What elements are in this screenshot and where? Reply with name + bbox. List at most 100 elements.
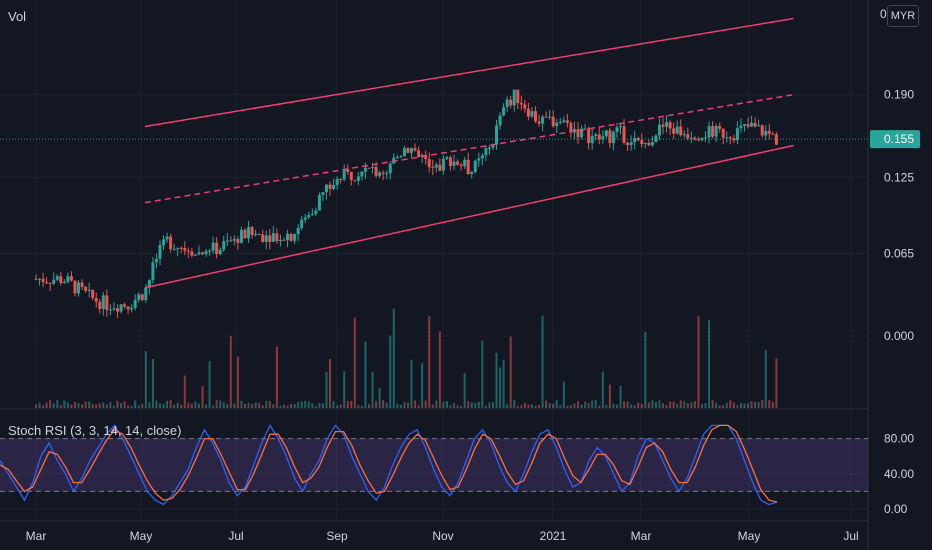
volume-bar	[651, 400, 654, 408]
candle-body	[314, 210, 318, 214]
price-tick-label: 0.125	[884, 170, 914, 184]
volume-bar	[633, 405, 636, 408]
stoch-rsi-pane[interactable]: 80.00 40.00 0.00	[0, 424, 914, 516]
candle-body	[764, 130, 768, 136]
candle-body	[700, 138, 704, 141]
price-tick-label: 0.190	[884, 88, 914, 102]
volume-bar	[428, 316, 431, 408]
currency-button[interactable]: MYR	[887, 5, 919, 27]
volume-label: Vol	[8, 9, 27, 24]
candle-body	[654, 135, 658, 143]
candle-body	[551, 116, 555, 127]
volume-bar	[194, 401, 197, 408]
time-tick-label: Nov	[432, 529, 453, 543]
volume-bar	[219, 400, 222, 408]
time-axis[interactable]: Mar May Jul Sep Nov 2021 Mar May Jul	[26, 529, 859, 543]
volume-bar	[258, 403, 261, 408]
volume-bar	[697, 315, 700, 408]
candle-body	[608, 130, 612, 143]
volume-bar	[240, 400, 243, 408]
candle-body	[512, 89, 516, 106]
volume-bar	[679, 400, 682, 408]
candle-body	[229, 240, 233, 242]
volume-bar	[392, 308, 395, 408]
candle-body	[236, 239, 240, 243]
volume-bar	[201, 385, 204, 408]
volume-bar	[321, 403, 324, 408]
volume-bars	[35, 308, 778, 408]
volume-bar	[484, 405, 487, 408]
volume-bar	[396, 403, 399, 408]
volume-bar	[467, 401, 470, 408]
volume-bar	[538, 404, 541, 408]
candle-body	[711, 126, 715, 137]
candle-body	[438, 164, 442, 171]
volume-bar	[45, 402, 48, 408]
volume-bar	[771, 401, 774, 408]
regression-channel[interactable]	[144, 17, 794, 289]
candle-body	[643, 142, 647, 145]
candle-body	[714, 125, 718, 137]
candle-body	[388, 163, 392, 174]
volume-bar	[690, 401, 693, 408]
candle-body	[484, 148, 488, 156]
volume-bar	[304, 400, 307, 408]
candlesticks[interactable]	[34, 89, 778, 318]
candle-body	[200, 252, 204, 255]
candle-body	[371, 166, 375, 168]
volume-bar	[612, 403, 615, 408]
volume-bar	[725, 403, 728, 408]
candle-body	[636, 138, 640, 141]
channel-lower-line	[144, 144, 794, 289]
candle-body	[565, 120, 569, 123]
volume-bar	[275, 346, 278, 408]
time-tick-label: 2021	[540, 529, 567, 543]
last-price-label: 0.155	[884, 132, 914, 146]
candle-body	[115, 308, 119, 312]
candle-body	[356, 176, 360, 181]
candle-body	[657, 124, 661, 136]
candle-body	[445, 157, 449, 159]
volume-bar	[516, 405, 519, 408]
volume-bar	[205, 404, 208, 408]
candle-body	[668, 122, 672, 129]
candle-body	[91, 289, 95, 298]
volume-bar	[619, 385, 622, 408]
candle-body	[558, 122, 562, 124]
candle-body	[633, 138, 637, 143]
volume-bar	[318, 403, 321, 408]
volume-bar	[311, 403, 314, 408]
volume-bar	[265, 400, 268, 408]
volume-bar	[605, 405, 608, 408]
candle-body	[665, 122, 669, 127]
volume-bar	[711, 400, 714, 408]
volume-bar	[375, 401, 378, 408]
volume-bar	[183, 375, 186, 408]
candle-body	[750, 122, 754, 127]
volume-bar	[197, 403, 200, 408]
candle-body	[576, 129, 580, 138]
candle-body	[360, 171, 364, 177]
volume-bar	[442, 401, 445, 408]
volume-bar	[491, 402, 494, 408]
candle-body	[130, 307, 134, 310]
volume-bar	[112, 405, 115, 408]
volume-bar	[435, 400, 438, 408]
candle-body	[147, 280, 151, 288]
volume-bar	[584, 401, 587, 408]
candle-body	[505, 99, 509, 108]
candle-body	[470, 171, 474, 175]
volume-bar	[669, 401, 672, 408]
candle-body	[459, 164, 463, 167]
volume-bar	[176, 402, 179, 408]
volume-bar	[573, 403, 576, 408]
volume-bar	[662, 403, 665, 408]
candle-body	[119, 304, 123, 312]
candle-body	[286, 233, 290, 241]
volume-bar	[739, 403, 742, 408]
candle-body	[466, 159, 470, 175]
volume-bar	[530, 404, 533, 408]
candle-body	[77, 282, 81, 294]
